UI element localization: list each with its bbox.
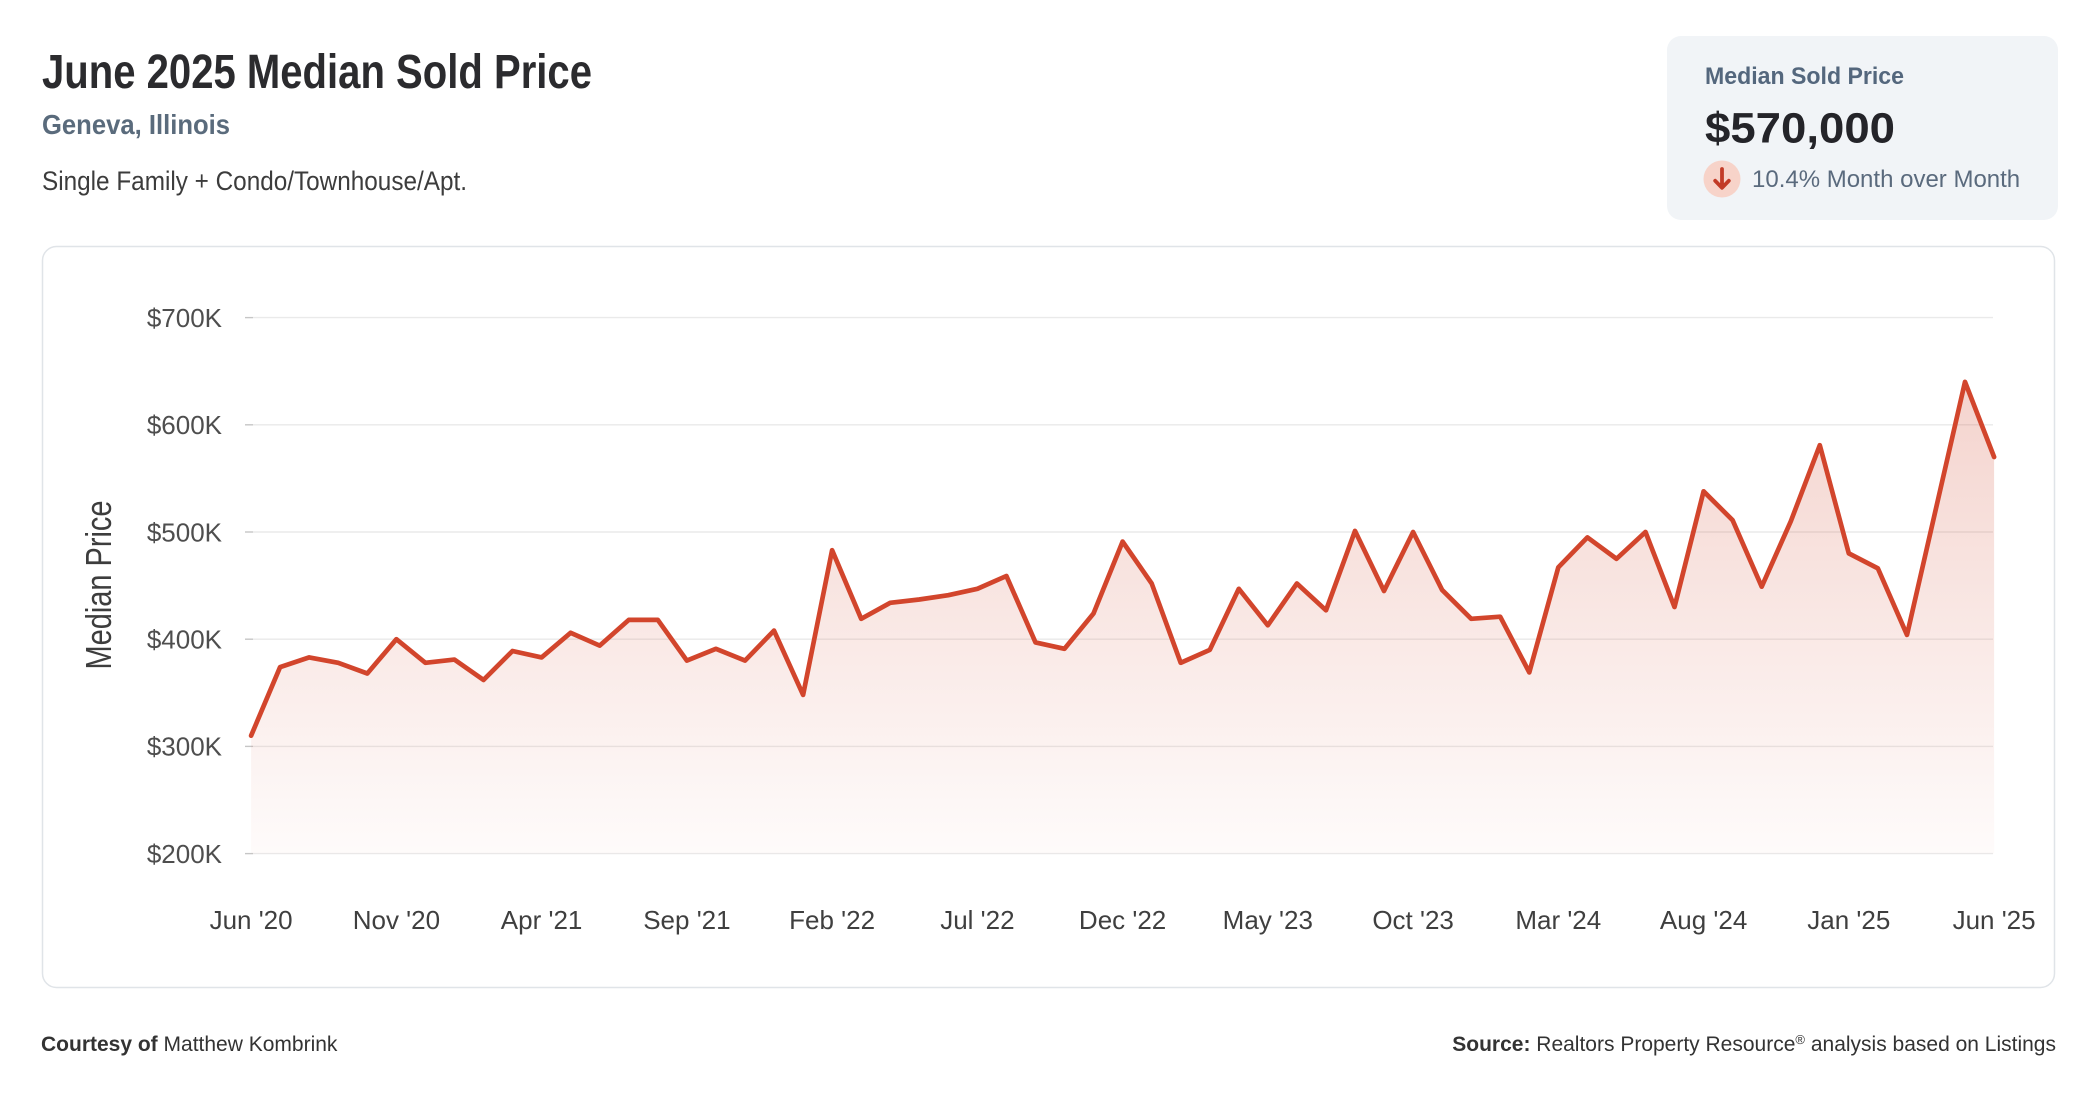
- svg-text:Sep '21: Sep '21: [643, 905, 730, 935]
- svg-text:$200K: $200K: [147, 839, 223, 869]
- svg-text:Jul '22: Jul '22: [940, 905, 1014, 935]
- svg-text:$300K: $300K: [147, 732, 223, 762]
- svg-text:$700K: $700K: [147, 303, 223, 333]
- svg-text:Single Family + Condo/Townhous: Single Family + Condo/Townhouse/Apt.: [42, 166, 467, 196]
- svg-text:Jun '25: Jun '25: [1953, 905, 2036, 935]
- svg-text:Apr '21: Apr '21: [501, 905, 583, 935]
- svg-text:Dec '22: Dec '22: [1079, 905, 1166, 935]
- svg-text:Aug '24: Aug '24: [1660, 905, 1747, 935]
- svg-text:Oct '23: Oct '23: [1372, 905, 1454, 935]
- svg-text:Median Sold Price: Median Sold Price: [1705, 63, 1904, 90]
- svg-text:Nov '20: Nov '20: [353, 905, 440, 935]
- svg-text:Courtesy of Matthew Kombrink: Courtesy of Matthew Kombrink: [41, 1033, 338, 1056]
- svg-text:Geneva, Illinois: Geneva, Illinois: [42, 109, 230, 140]
- svg-text:June 2025 Median Sold Price: June 2025 Median Sold Price: [42, 46, 592, 99]
- svg-text:Jun '20: Jun '20: [210, 905, 293, 935]
- svg-text:$600K: $600K: [147, 410, 223, 440]
- svg-text:Feb '22: Feb '22: [789, 905, 875, 935]
- svg-text:$570,000: $570,000: [1705, 105, 1895, 153]
- svg-text:Mar '24: Mar '24: [1515, 905, 1601, 935]
- svg-text:$500K: $500K: [147, 517, 223, 547]
- svg-text:May '23: May '23: [1223, 905, 1313, 935]
- svg-text:10.4% Month over Month: 10.4% Month over Month: [1752, 166, 2020, 193]
- svg-text:Jan '25: Jan '25: [1807, 905, 1890, 935]
- svg-text:Median Price: Median Price: [78, 501, 119, 670]
- svg-text:$400K: $400K: [147, 625, 223, 655]
- svg-text:Source: Realtors Property Reso: Source: Realtors Property Resource® anal…: [1452, 1032, 2056, 1056]
